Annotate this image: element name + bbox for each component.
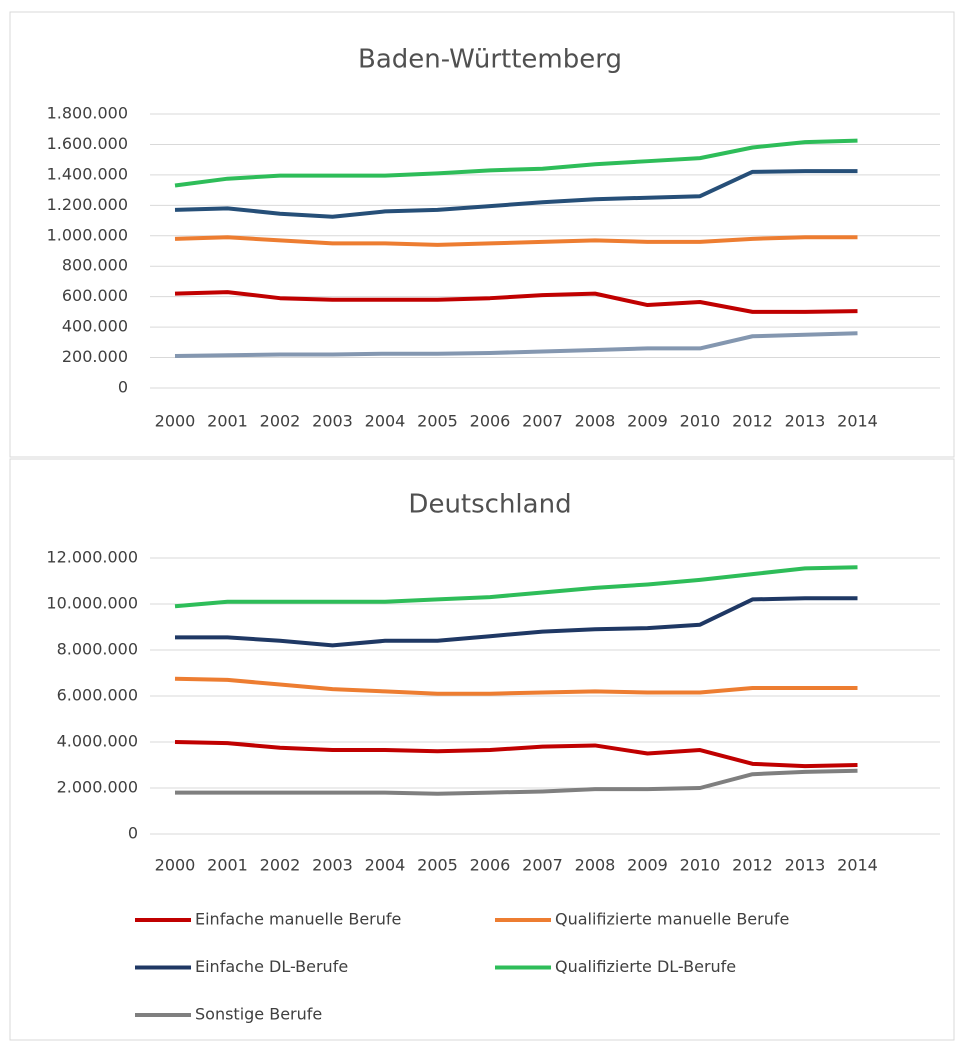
x-tick-label: 2000 bbox=[155, 856, 196, 875]
x-tick-label: 2006 bbox=[470, 856, 511, 875]
series-line bbox=[174, 290, 858, 314]
x-tick-label: 2010 bbox=[680, 412, 721, 431]
x-tick-label: 2008 bbox=[575, 856, 616, 875]
x-tick-label: 2014 bbox=[837, 856, 878, 875]
y-tick-label: 200.000 bbox=[62, 347, 128, 366]
y-tick-label: 10.000.000 bbox=[46, 594, 138, 613]
x-tick-label: 2001 bbox=[207, 856, 248, 875]
y-tick-label: 1.000.000 bbox=[47, 225, 128, 244]
x-tick-label: 2007 bbox=[522, 856, 563, 875]
series-line bbox=[175, 596, 858, 648]
x-tick-label: 2007 bbox=[522, 412, 563, 431]
legend-label: Sonstige Berufe bbox=[195, 1005, 322, 1024]
y-tick-label: 1.600.000 bbox=[47, 134, 128, 153]
y-tick-label: 0 bbox=[128, 824, 138, 843]
x-tick-label: 2009 bbox=[627, 856, 668, 875]
x-tick-label: 2000 bbox=[155, 412, 196, 431]
y-tick-label: 4.000.000 bbox=[57, 732, 138, 751]
x-tick-label: 2012 bbox=[732, 856, 773, 875]
legend-label: Qualifizierte manuelle Berufe bbox=[555, 910, 789, 929]
x-tick-label: 2004 bbox=[365, 412, 406, 431]
panel bbox=[9, 11, 955, 458]
series-line bbox=[174, 138, 858, 188]
panel bbox=[9, 458, 955, 1041]
x-tick-label: 2002 bbox=[260, 412, 301, 431]
chart-title: Deutschland bbox=[408, 490, 571, 520]
x-tick-label: 2004 bbox=[365, 856, 406, 875]
x-tick-label: 2001 bbox=[207, 412, 248, 431]
y-tick-label: 6.000.000 bbox=[57, 686, 138, 705]
series-line bbox=[174, 740, 858, 769]
x-tick-label: 2012 bbox=[732, 412, 773, 431]
y-tick-label: 2.000.000 bbox=[57, 778, 138, 797]
chart-title: Baden-Württemberg bbox=[358, 45, 622, 75]
x-tick-label: 2003 bbox=[312, 856, 353, 875]
legend-label: Qualifizierte DL-Berufe bbox=[555, 957, 736, 976]
legend-label: Einfache manuelle Berufe bbox=[195, 910, 401, 929]
x-tick-label: 2008 bbox=[575, 412, 616, 431]
legend-label: Einfache DL-Berufe bbox=[195, 957, 348, 976]
x-tick-label: 2005 bbox=[417, 412, 458, 431]
y-tick-label: 1.200.000 bbox=[47, 195, 128, 214]
x-tick-label: 2014 bbox=[837, 412, 878, 431]
series-line bbox=[174, 331, 858, 359]
x-tick-label: 2013 bbox=[785, 856, 826, 875]
series-line bbox=[174, 169, 858, 219]
x-tick-label: 2013 bbox=[785, 412, 826, 431]
x-tick-label: 2003 bbox=[312, 412, 353, 431]
x-tick-label: 2006 bbox=[470, 412, 511, 431]
y-tick-label: 0 bbox=[118, 378, 128, 397]
x-tick-label: 2005 bbox=[417, 856, 458, 875]
series-line bbox=[174, 235, 858, 247]
x-tick-label: 2009 bbox=[627, 412, 668, 431]
series-line bbox=[175, 768, 858, 796]
y-tick-label: 800.000 bbox=[62, 256, 128, 275]
x-tick-label: 2002 bbox=[260, 856, 301, 875]
y-tick-label: 400.000 bbox=[62, 317, 128, 336]
y-tick-label: 1.800.000 bbox=[47, 104, 128, 123]
x-tick-label: 2010 bbox=[680, 856, 721, 875]
series-line bbox=[174, 676, 858, 696]
y-tick-label: 1.400.000 bbox=[47, 164, 128, 183]
series-line bbox=[174, 565, 858, 609]
y-tick-label: 600.000 bbox=[62, 286, 128, 305]
y-tick-label: 12.000.000 bbox=[46, 548, 138, 567]
y-tick-label: 8.000.000 bbox=[57, 640, 138, 659]
